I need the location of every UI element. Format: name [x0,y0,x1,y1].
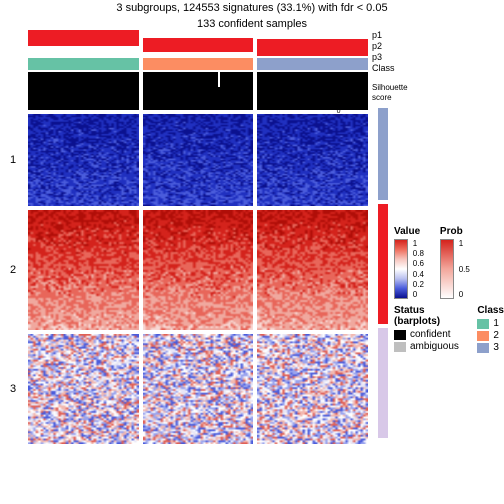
heatmap-block-1-1 [28,114,139,206]
annotation-labels: p1 p2 p3 Class 1 0.5 0 Silhouette score [372,30,395,115]
p-annotation-rows [28,30,368,56]
sil-tick-05: 0.5 [331,91,341,102]
row-label-1: 1 [10,154,16,166]
heatmap-block-1-2 [143,114,254,206]
silhouette-row [28,72,368,110]
prob-ticks: 10.50 [459,239,470,299]
legend-value: Value 10.80.60.40.20 [394,220,424,299]
heatmap-block-2-2 [143,210,254,330]
sil-tick-0: 0 [337,107,341,118]
label-score: score [372,93,392,104]
value-gradient [394,239,408,299]
label-p3: p3 [372,52,395,63]
sil-tick-1: 1 [337,75,341,86]
heatmap-block-3-1 [28,334,139,444]
class-annotation-row [28,58,368,70]
legend-status: Status (barplots) confidentambiguous [394,299,461,354]
heatmap-panel: 123 [28,30,368,448]
legend-status-title: Status (barplots) [394,305,461,327]
heatmap-body: 123 [28,114,368,444]
label-class: Class [372,63,395,77]
prob-gradient [440,239,454,299]
heatmap-block-3-3 [257,334,368,444]
value-ticks: 10.80.60.40.20 [413,239,424,299]
legend-prob-title: Prob [440,226,470,237]
legend-value-title: Value [394,226,424,237]
label-p1: p1 [372,30,395,41]
row-label-2: 2 [10,264,16,276]
row-sidebar [378,108,388,442]
heatmap-block-1-3 [257,114,368,206]
title-line-1: 3 subgroups, 124553 signatures (33.1%) w… [0,0,504,16]
label-p2: p2 [372,41,395,52]
legend-panel: Value 10.80.60.40.20 Prob 10.50 Status (… [394,220,504,354]
legend-prob: Prob 10.50 [440,220,470,299]
heatmap-block-2-1 [28,210,139,330]
legend-class: Class 123 [477,299,504,354]
legend-class-title: Class [477,305,504,316]
heatmap-block-2-3 [257,210,368,330]
row-label-3: 3 [10,383,16,395]
heatmap-block-3-2 [143,334,254,444]
